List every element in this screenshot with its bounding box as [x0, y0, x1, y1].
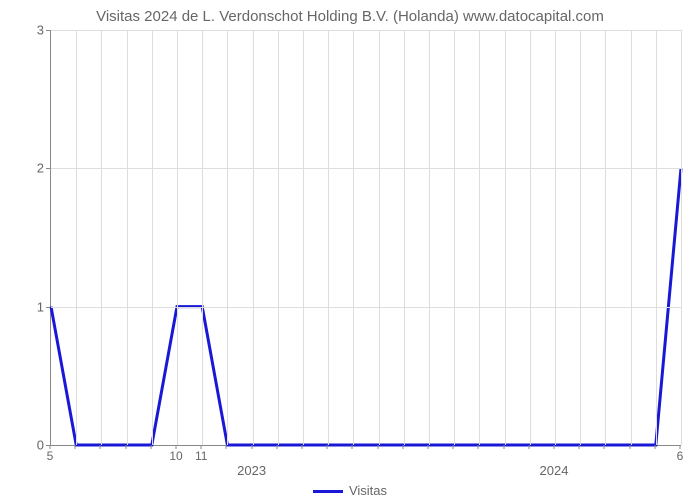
y-tick-mark	[46, 307, 50, 308]
y-tick-label: 0	[20, 438, 44, 453]
x-tick-mark	[100, 445, 101, 449]
vgrid	[227, 30, 228, 445]
y-tick-label: 2	[20, 161, 44, 176]
x-tick-mark	[579, 445, 580, 449]
x-tick-label: 6	[677, 449, 684, 463]
x-tick-mark	[302, 445, 303, 449]
x-tick-mark	[528, 445, 529, 449]
x-tick-mark	[125, 445, 126, 449]
legend: Visitas	[0, 483, 700, 498]
chart-title: Visitas 2024 de L. Verdonschot Holding B…	[0, 8, 700, 25]
chart-container: Visitas 2024 de L. Verdonschot Holding B…	[0, 0, 700, 500]
x-tick-mark	[226, 445, 227, 449]
vgrid	[656, 30, 657, 445]
x-year-label: 2024	[540, 463, 569, 478]
x-tick-mark	[604, 445, 605, 449]
vgrid	[303, 30, 304, 445]
hgrid	[51, 30, 681, 31]
vgrid	[177, 30, 178, 445]
vgrid	[555, 30, 556, 445]
x-tick-label: 11	[195, 449, 207, 463]
vgrid	[505, 30, 506, 445]
vgrid	[202, 30, 203, 445]
vgrid	[328, 30, 329, 445]
legend-swatch	[313, 490, 343, 493]
x-tick-mark	[402, 445, 403, 449]
x-tick-mark	[75, 445, 76, 449]
vgrid	[379, 30, 380, 445]
x-tick-mark	[327, 445, 328, 449]
vgrid	[353, 30, 354, 445]
vgrid	[404, 30, 405, 445]
vgrid	[76, 30, 77, 445]
y-tick-label: 1	[20, 299, 44, 314]
y-tick-label: 3	[20, 23, 44, 38]
vgrid	[681, 30, 682, 445]
vgrid	[454, 30, 455, 445]
hgrid	[51, 168, 681, 169]
x-tick-mark	[276, 445, 277, 449]
vgrid	[101, 30, 102, 445]
x-tick-mark	[629, 445, 630, 449]
y-tick-mark	[46, 30, 50, 31]
x-tick-mark	[453, 445, 454, 449]
vgrid	[127, 30, 128, 445]
vgrid	[278, 30, 279, 445]
x-tick-mark	[352, 445, 353, 449]
vgrid	[631, 30, 632, 445]
data-line	[51, 30, 681, 445]
vgrid	[152, 30, 153, 445]
vgrid	[479, 30, 480, 445]
x-tick-mark	[377, 445, 378, 449]
vgrid	[580, 30, 581, 445]
x-tick-mark	[478, 445, 479, 449]
hgrid	[51, 307, 681, 308]
vgrid	[429, 30, 430, 445]
x-tick-label: 10	[169, 449, 182, 463]
x-tick-mark	[251, 445, 252, 449]
x-tick-mark	[428, 445, 429, 449]
vgrid	[530, 30, 531, 445]
x-year-label: 2023	[237, 463, 266, 478]
x-tick-mark	[503, 445, 504, 449]
plot-area	[50, 30, 681, 446]
vgrid	[605, 30, 606, 445]
x-tick-mark	[150, 445, 151, 449]
x-tick-label: 5	[47, 449, 54, 463]
y-tick-mark	[46, 168, 50, 169]
x-tick-mark	[654, 445, 655, 449]
vgrid	[253, 30, 254, 445]
legend-label: Visitas	[349, 483, 387, 498]
x-tick-mark	[554, 445, 555, 449]
